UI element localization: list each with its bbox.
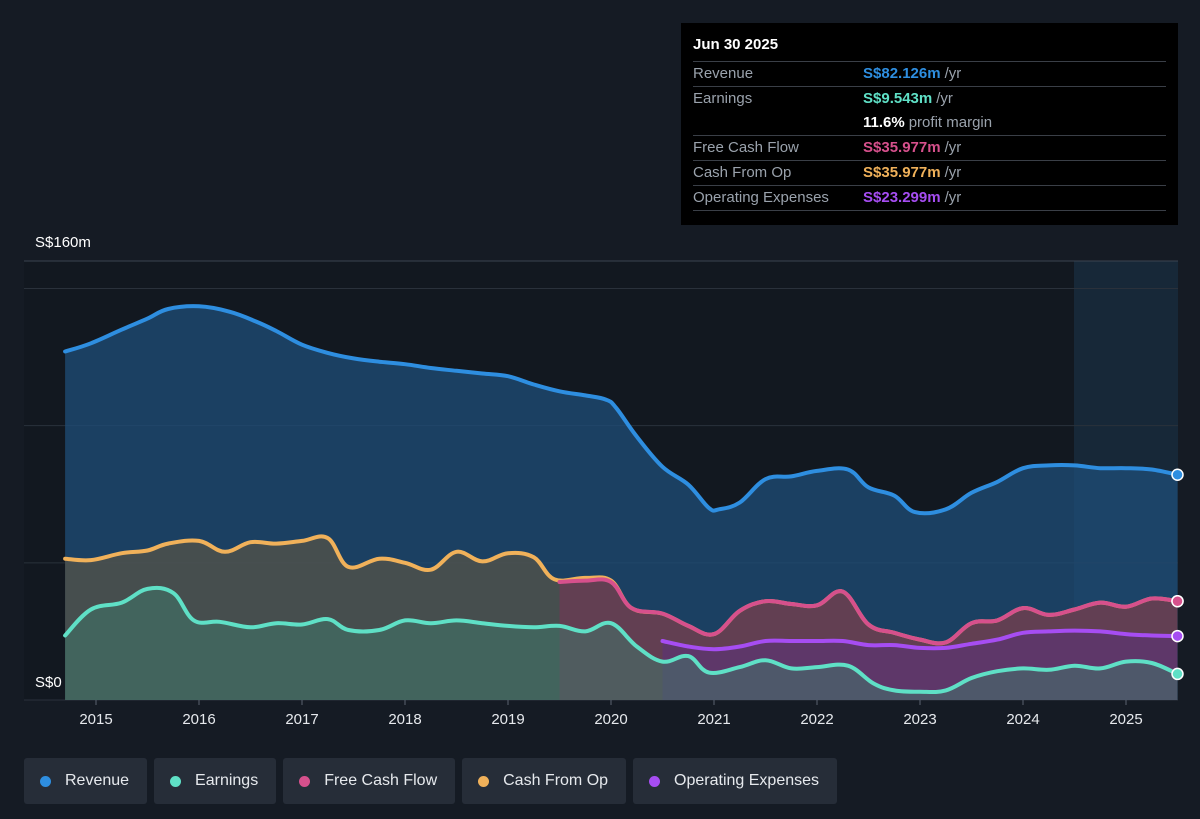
tooltip-value: 11.6% — [863, 114, 905, 131]
tooltip-value: S$35.977m — [863, 164, 941, 181]
tooltip-panel: Jun 30 2025 Revenue S$82.126m/yr Earning… — [681, 23, 1178, 225]
tooltip-label: Free Cash Flow — [693, 139, 799, 156]
tooltip-row-cfo: Cash From Op S$35.977m/yr — [693, 160, 1166, 185]
end-dot-earnings — [1171, 667, 1184, 681]
tooltip-unit: /yr — [944, 189, 962, 206]
x-tick-label: 2022 — [800, 711, 833, 728]
x-tick-label: 2017 — [285, 711, 318, 728]
series-end-markers — [1171, 468, 1184, 681]
legend-label: Operating Expenses — [674, 772, 820, 789]
series-areas — [65, 306, 1178, 700]
legend-label: Free Cash Flow — [324, 772, 438, 789]
tooltip-unit: profit margin — [908, 114, 993, 131]
tooltip-divider — [693, 210, 1166, 212]
tooltip-value: S$35.977m — [863, 139, 941, 156]
line-revenue — [63, 304, 1180, 516]
tooltip-row-earnings: Earnings S$9.543m/yr — [693, 86, 1166, 111]
tooltip-unit: /yr — [944, 139, 962, 156]
tooltip-unit: /yr — [944, 65, 962, 82]
legend-label: Cash From Op — [503, 772, 609, 789]
tooltip-row-margin: 11.6% profit margin — [693, 111, 1166, 135]
legend-dot-icon — [299, 775, 311, 787]
end-dot-fcf — [1171, 594, 1184, 608]
line-fcf — [557, 577, 1180, 646]
x-tick-label: 2023 — [903, 711, 936, 728]
series-lines — [63, 304, 1180, 695]
x-tick-label: 2019 — [491, 711, 524, 728]
tooltip-date: Jun 30 2025 — [693, 36, 779, 53]
legend-item-earnings[interactable]: Earnings — [154, 758, 277, 804]
tooltip-value: S$9.543m — [863, 90, 933, 107]
legend-dot-icon — [478, 775, 490, 787]
x-axis-ticks: 2015 2016 2017 2018 2019 2020 2021 2022 2023 2024… — [79, 700, 1143, 728]
legend-label: Revenue — [65, 772, 130, 789]
legend-item-cfo[interactable]: Cash From Op — [462, 758, 627, 804]
end-dot-revenue — [1171, 468, 1184, 481]
x-tick-label: 2025 — [1109, 711, 1142, 728]
y-axis-label-min: S$0 — [35, 674, 62, 691]
x-tick-label: 2024 — [1006, 711, 1039, 728]
legend-item-fcf[interactable]: Free Cash Flow — [283, 758, 456, 804]
tooltip-row-revenue: Revenue S$82.126m/yr — [693, 61, 1166, 86]
end-dot-opex — [1171, 629, 1184, 643]
tooltip-row-fcf: Free Cash Flow S$35.977m/yr — [693, 135, 1166, 160]
tooltip-value: S$82.126m — [863, 65, 941, 82]
tooltip-label: Operating Expenses — [693, 189, 829, 206]
legend-dot-icon — [40, 775, 51, 787]
legend-dot-icon — [649, 775, 661, 787]
legend-item-opex[interactable]: Operating Expenses — [633, 758, 838, 804]
y-axis-label-max: S$160m — [35, 234, 91, 251]
x-tick-label: 2021 — [697, 711, 730, 728]
legend: Revenue Earnings Free Cash Flow Cash Fro… — [24, 758, 838, 804]
tooltip-value: S$23.299m — [863, 189, 941, 206]
line-earnings — [63, 585, 1180, 695]
tooltip-unit: /yr — [944, 164, 962, 181]
legend-dot-icon — [170, 775, 182, 787]
tooltip-label: Revenue — [693, 65, 754, 82]
area-earnings — [65, 587, 1178, 700]
tooltip-label: Earnings — [693, 90, 753, 107]
line-opex — [660, 628, 1180, 652]
x-tick-label: 2015 — [79, 711, 112, 728]
legend-item-revenue[interactable]: Revenue — [24, 758, 148, 804]
tooltip-row-opex: Operating Expenses S$23.299m/yr — [693, 185, 1166, 210]
x-tick-label: 2016 — [182, 711, 215, 728]
x-tick-label: 2020 — [594, 711, 627, 728]
tooltip-unit: /yr — [936, 90, 953, 107]
legend-label: Earnings — [195, 772, 259, 789]
x-tick-label: 2018 — [388, 711, 421, 728]
tooltip-label: Cash From Op — [693, 164, 792, 181]
